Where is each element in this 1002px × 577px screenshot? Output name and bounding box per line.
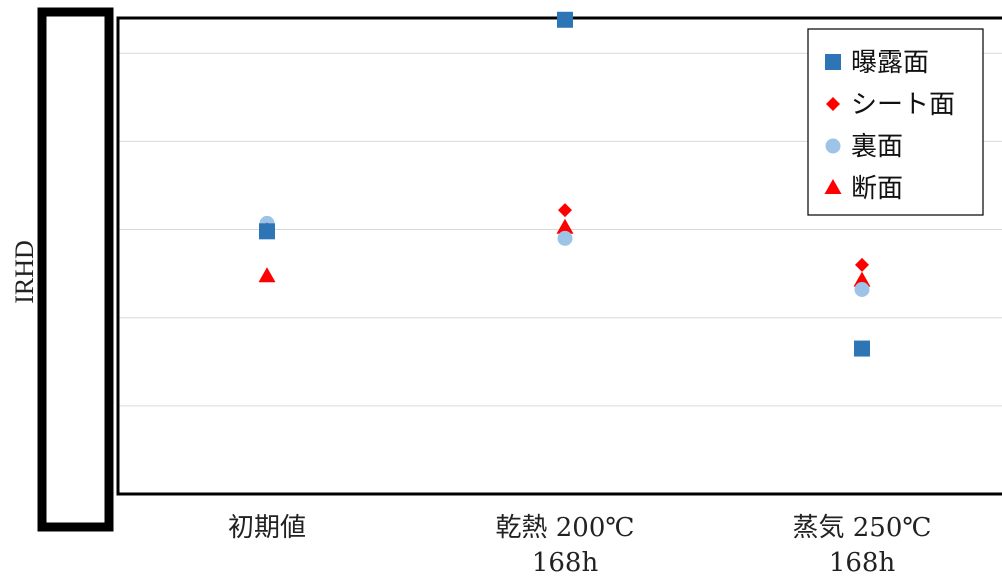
point-s2-c2 bbox=[854, 281, 870, 297]
point-s3-c2 bbox=[853, 271, 871, 287]
legend-marker-3 bbox=[824, 179, 842, 194]
point-s1-c2 bbox=[855, 257, 869, 272]
legend-marker-1 bbox=[826, 97, 840, 111]
x-tick-label-1-1: 168h bbox=[532, 548, 599, 577]
legend-label-0: 曝露面 bbox=[851, 48, 929, 78]
x-tick-label-2-0: 蒸気 250℃ bbox=[793, 513, 932, 543]
point-s0-c0 bbox=[259, 223, 275, 240]
point-s1-c1 bbox=[558, 203, 572, 218]
x-tick-label-0-0: 初期値 bbox=[228, 513, 306, 543]
point-s0-c2 bbox=[854, 340, 870, 357]
x-tick-label-2-1: 168h bbox=[829, 548, 896, 577]
data-markers bbox=[258, 11, 871, 357]
point-s3-c0 bbox=[258, 267, 276, 283]
x-tick-labels: 初期値 乾熱 200℃ 168h 蒸気 250℃ 168h bbox=[228, 513, 932, 577]
point-s3-c1 bbox=[556, 218, 574, 234]
x-tick-label-1-0: 乾熱 200℃ bbox=[496, 513, 635, 543]
legend-label-1: シート面 bbox=[851, 90, 955, 120]
y-axis-label: IRHD bbox=[10, 240, 39, 304]
legend-marker-0 bbox=[825, 54, 841, 70]
point-s0-c1 bbox=[557, 11, 573, 28]
legend-marker-2 bbox=[825, 138, 841, 154]
point-s2-c1 bbox=[557, 230, 573, 246]
redaction-bar bbox=[37, 7, 114, 532]
legend-label-3: 断面 bbox=[851, 174, 903, 204]
legend-label-2: 裏面 bbox=[851, 132, 903, 162]
